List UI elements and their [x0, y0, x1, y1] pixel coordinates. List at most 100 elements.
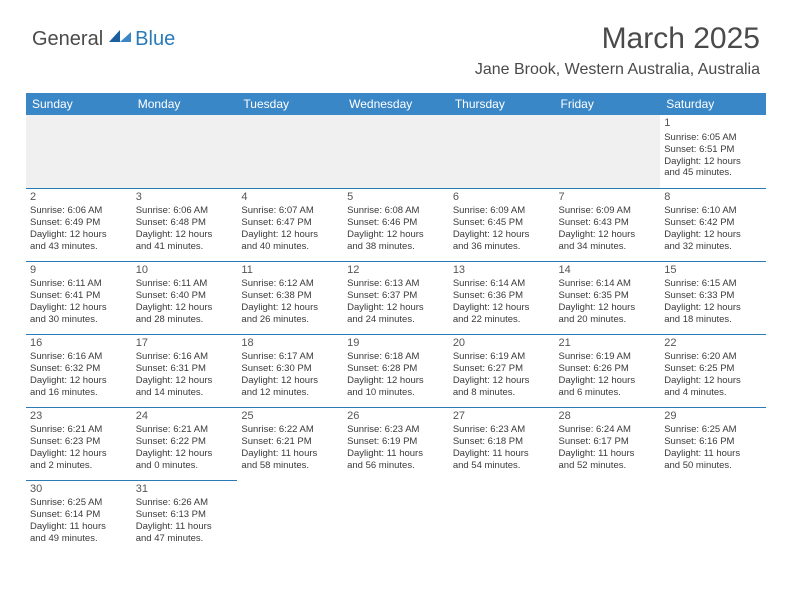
day-detail: Daylight: 12 hours [136, 375, 234, 387]
calendar-cell: 14Sunrise: 6:14 AMSunset: 6:35 PMDayligh… [555, 261, 661, 334]
day-detail: and 49 minutes. [30, 533, 128, 545]
calendar-row: 16Sunrise: 6:16 AMSunset: 6:32 PMDayligh… [26, 334, 766, 407]
day-detail: and 0 minutes. [136, 460, 234, 472]
day-number: 13 [453, 264, 551, 278]
day-detail: and 34 minutes. [559, 241, 657, 253]
day-detail: and 41 minutes. [136, 241, 234, 253]
day-detail: Sunrise: 6:06 AM [136, 205, 234, 217]
day-detail: and 28 minutes. [136, 314, 234, 326]
calendar-cell: 4Sunrise: 6:07 AMSunset: 6:47 PMDaylight… [237, 188, 343, 261]
day-detail: and 40 minutes. [241, 241, 339, 253]
day-number: 30 [30, 483, 128, 497]
day-detail: Sunset: 6:49 PM [30, 217, 128, 229]
day-detail: Daylight: 12 hours [559, 229, 657, 241]
day-number: 3 [136, 191, 234, 205]
calendar-cell: 15Sunrise: 6:15 AMSunset: 6:33 PMDayligh… [660, 261, 766, 334]
day-detail: Sunset: 6:25 PM [664, 363, 762, 375]
day-header: Tuesday [237, 93, 343, 115]
day-detail: and 47 minutes. [136, 533, 234, 545]
day-detail: Daylight: 12 hours [559, 302, 657, 314]
calendar-cell: 2Sunrise: 6:06 AMSunset: 6:49 PMDaylight… [26, 188, 132, 261]
calendar-cell: 18Sunrise: 6:17 AMSunset: 6:30 PMDayligh… [237, 334, 343, 407]
day-detail: Sunrise: 6:08 AM [347, 205, 445, 217]
day-number: 25 [241, 410, 339, 424]
logo: General Blue [32, 22, 175, 51]
calendar-cell: 3Sunrise: 6:06 AMSunset: 6:48 PMDaylight… [132, 188, 238, 261]
day-number: 14 [559, 264, 657, 278]
day-detail: and 30 minutes. [30, 314, 128, 326]
day-detail: Sunrise: 6:21 AM [136, 424, 234, 436]
flag-icon [109, 28, 131, 51]
day-detail: Sunset: 6:14 PM [30, 509, 128, 521]
day-detail: Sunset: 6:33 PM [664, 290, 762, 302]
day-detail: Sunrise: 6:11 AM [30, 278, 128, 290]
day-number: 18 [241, 337, 339, 351]
calendar-cell: 11Sunrise: 6:12 AMSunset: 6:38 PMDayligh… [237, 261, 343, 334]
day-number: 31 [136, 483, 234, 497]
calendar-cell [555, 480, 661, 553]
day-detail: Sunrise: 6:12 AM [241, 278, 339, 290]
day-detail: Daylight: 11 hours [664, 448, 762, 460]
calendar-cell: 16Sunrise: 6:16 AMSunset: 6:32 PMDayligh… [26, 334, 132, 407]
calendar-cell [555, 115, 661, 188]
calendar-cell: 30Sunrise: 6:25 AMSunset: 6:14 PMDayligh… [26, 480, 132, 553]
day-number: 28 [559, 410, 657, 424]
day-detail: Sunset: 6:32 PM [30, 363, 128, 375]
day-number: 15 [664, 264, 762, 278]
calendar-cell: 26Sunrise: 6:23 AMSunset: 6:19 PMDayligh… [343, 407, 449, 480]
day-detail: and 18 minutes. [664, 314, 762, 326]
day-number: 24 [136, 410, 234, 424]
day-detail: Sunset: 6:51 PM [664, 144, 762, 156]
calendar-cell [132, 115, 238, 188]
calendar-cell: 10Sunrise: 6:11 AMSunset: 6:40 PMDayligh… [132, 261, 238, 334]
day-number: 11 [241, 264, 339, 278]
day-detail: and 22 minutes. [453, 314, 551, 326]
day-detail: Sunset: 6:26 PM [559, 363, 657, 375]
logo-text-blue: Blue [135, 28, 175, 51]
day-detail: Sunset: 6:31 PM [136, 363, 234, 375]
day-detail: Sunrise: 6:25 AM [664, 424, 762, 436]
day-number: 23 [30, 410, 128, 424]
day-detail: Sunset: 6:22 PM [136, 436, 234, 448]
day-detail: and 43 minutes. [30, 241, 128, 253]
day-detail: and 50 minutes. [664, 460, 762, 472]
day-detail: Daylight: 12 hours [453, 302, 551, 314]
day-detail: Sunrise: 6:10 AM [664, 205, 762, 217]
day-detail: Sunset: 6:41 PM [30, 290, 128, 302]
day-detail: and 54 minutes. [453, 460, 551, 472]
calendar-cell: 12Sunrise: 6:13 AMSunset: 6:37 PMDayligh… [343, 261, 449, 334]
day-detail: Sunset: 6:45 PM [453, 217, 551, 229]
day-detail: Sunset: 6:18 PM [453, 436, 551, 448]
day-detail: Sunset: 6:42 PM [664, 217, 762, 229]
day-detail: Daylight: 11 hours [559, 448, 657, 460]
day-detail: and 6 minutes. [559, 387, 657, 399]
calendar-cell: 29Sunrise: 6:25 AMSunset: 6:16 PMDayligh… [660, 407, 766, 480]
day-detail: and 12 minutes. [241, 387, 339, 399]
day-detail: Sunrise: 6:17 AM [241, 351, 339, 363]
day-detail: Sunrise: 6:26 AM [136, 497, 234, 509]
day-number: 22 [664, 337, 762, 351]
day-header: Friday [555, 93, 661, 115]
day-number: 7 [559, 191, 657, 205]
day-detail: and 38 minutes. [347, 241, 445, 253]
day-detail: and 10 minutes. [347, 387, 445, 399]
day-header: Thursday [449, 93, 555, 115]
header: General Blue March 2025 Jane Brook, West… [0, 0, 792, 87]
day-detail: Daylight: 12 hours [30, 229, 128, 241]
day-detail: Sunrise: 6:19 AM [453, 351, 551, 363]
day-detail: Sunset: 6:21 PM [241, 436, 339, 448]
day-detail: Sunset: 6:40 PM [136, 290, 234, 302]
day-detail: Sunrise: 6:19 AM [559, 351, 657, 363]
day-number: 4 [241, 191, 339, 205]
day-detail: and 56 minutes. [347, 460, 445, 472]
day-detail: and 58 minutes. [241, 460, 339, 472]
day-detail: Daylight: 12 hours [347, 229, 445, 241]
day-number: 27 [453, 410, 551, 424]
day-detail: and 26 minutes. [241, 314, 339, 326]
calendar-cell: 28Sunrise: 6:24 AMSunset: 6:17 PMDayligh… [555, 407, 661, 480]
calendar-cell: 23Sunrise: 6:21 AMSunset: 6:23 PMDayligh… [26, 407, 132, 480]
day-number: 6 [453, 191, 551, 205]
day-detail: Daylight: 11 hours [136, 521, 234, 533]
title-block: March 2025 Jane Brook, Western Australia… [475, 22, 760, 79]
calendar-cell: 6Sunrise: 6:09 AMSunset: 6:45 PMDaylight… [449, 188, 555, 261]
